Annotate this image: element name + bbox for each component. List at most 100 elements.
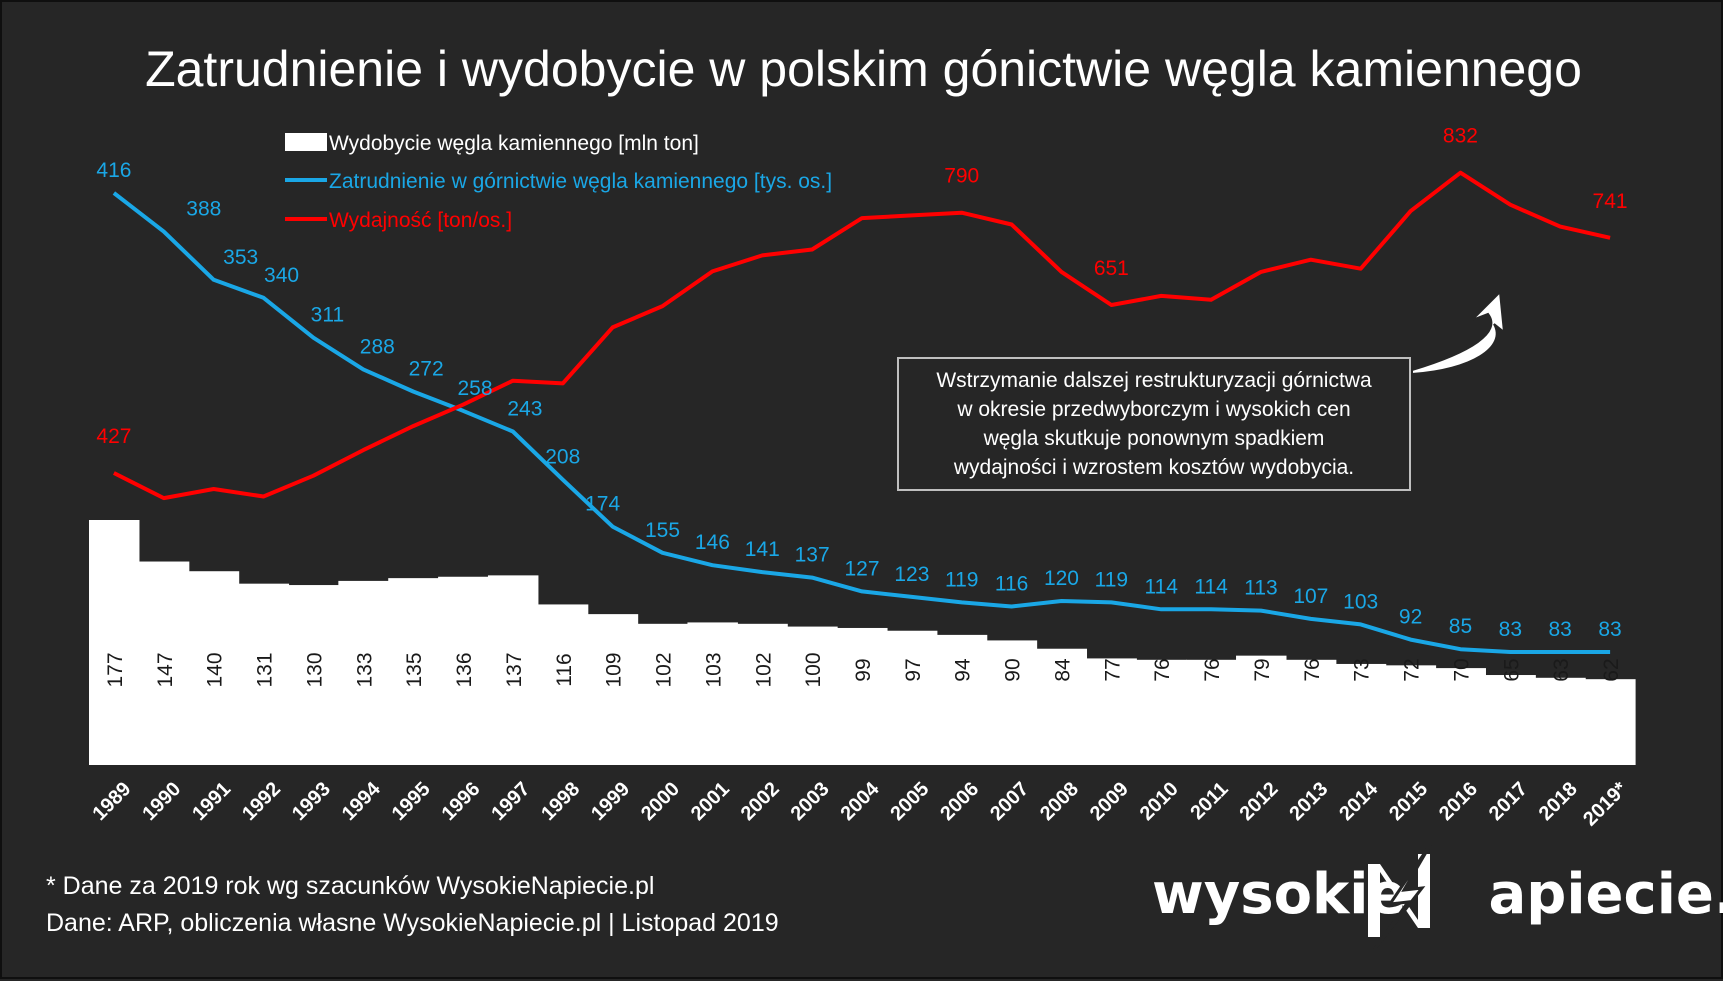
- line-value-label: 85: [1449, 615, 1472, 638]
- annotation-arrow-icon: [1411, 289, 1506, 376]
- bar-value-label: 65: [1500, 658, 1523, 681]
- bar-mark: [188, 571, 240, 765]
- line-value-label: 116: [995, 573, 1028, 596]
- line-value-label: 416: [96, 159, 131, 182]
- x-tick-label: 1992: [238, 778, 285, 825]
- bar-value-label: 137: [503, 652, 526, 687]
- bar-value-label: 72: [1401, 658, 1424, 681]
- bar-value-label: 100: [802, 652, 825, 687]
- logo-text-right: apiecie.pl: [1488, 862, 1723, 927]
- logo-text-left: wysokie: [1152, 862, 1407, 927]
- line-value-label: 83: [1499, 618, 1522, 641]
- line-value-label: 272: [409, 357, 444, 380]
- bar-value-label: 140: [204, 652, 227, 687]
- bar-value-label: 147: [154, 652, 177, 687]
- chart-title: Zatrudnienie i wydobycie w polskim gónic…: [145, 41, 1582, 97]
- legend-label: Zatrudnienie w górnictwie węgla kamienne…: [329, 170, 832, 193]
- x-tick-label: 1995: [388, 778, 435, 825]
- bar-value-label: 76: [1201, 658, 1224, 681]
- line-value-label: 832: [1443, 125, 1478, 148]
- bar-mark: [787, 626, 838, 765]
- x-tick-label: 2018: [1535, 778, 1582, 825]
- line-value-label: 83: [1549, 618, 1572, 641]
- line-value-label: 146: [695, 531, 730, 554]
- x-tick-label: 1994: [338, 777, 386, 825]
- x-tick-label: 1990: [138, 778, 185, 825]
- annotation-line: w okresie przedwyborczym i wysokich cen: [957, 398, 1351, 421]
- bar-mark: [438, 576, 489, 765]
- line-value-label: 120: [1044, 567, 1079, 590]
- x-tick-label: 2004: [837, 777, 885, 825]
- bar-mark: [1435, 668, 1486, 765]
- bar-value-label: 90: [1002, 658, 1025, 681]
- bar-mark: [338, 580, 389, 765]
- bar-mark: [837, 627, 888, 765]
- bar-mark: [1585, 679, 1636, 765]
- line-value-label: 427: [96, 425, 131, 448]
- line-value-label: 155: [645, 519, 680, 542]
- bar-value-label: 77: [1101, 658, 1124, 681]
- x-tick-label: 2016: [1435, 778, 1482, 825]
- bar-mark: [637, 623, 689, 765]
- line-value-label: 340: [264, 264, 299, 287]
- bar-mark: [1335, 663, 1387, 765]
- x-tick-label: 1989: [88, 778, 135, 825]
- bar-value-label: 136: [453, 652, 476, 687]
- x-tick-label: 2014: [1335, 777, 1383, 825]
- x-tick-label: 1993: [288, 778, 335, 825]
- bar-value-label: 135: [403, 652, 426, 687]
- line-value-label: 174: [585, 493, 620, 516]
- line-value-label: 311: [311, 304, 344, 327]
- bar-mark: [487, 575, 539, 765]
- bar-mark: [1086, 658, 1137, 765]
- x-tick-label: 2006: [936, 778, 983, 825]
- bar-value-label: 103: [702, 652, 725, 687]
- x-tick-label: 1991: [188, 778, 235, 825]
- x-tick-label: 2017: [1485, 778, 1532, 825]
- x-tick-label: 2012: [1235, 778, 1282, 825]
- x-tick-label: 2009: [1086, 778, 1133, 825]
- annotation-line: Wstrzymanie dalszej restrukturyzacji gór…: [936, 369, 1372, 392]
- bar-value-label: 109: [603, 652, 626, 687]
- bar-mark: [1236, 655, 1287, 765]
- bar-mark: [687, 622, 738, 765]
- bar-mark: [886, 630, 938, 765]
- x-tick-label: 2003: [787, 778, 834, 825]
- line-value-label: 208: [545, 446, 580, 469]
- bar-mark: [89, 520, 140, 765]
- line-value-label: 107: [1293, 585, 1328, 608]
- bar-value-label: 94: [952, 658, 975, 682]
- bar-value-label: 97: [902, 658, 925, 681]
- annotation-box: Wstrzymanie dalszej restrukturyzacji gór…: [897, 357, 1411, 491]
- annotation-line: wydajności i wzrostem kosztów wydobycia.: [953, 456, 1355, 479]
- x-tick-label: 1999: [587, 778, 634, 825]
- bar-mark: [288, 585, 339, 765]
- x-tick-label: 1997: [487, 778, 534, 825]
- line-value-label: 388: [186, 198, 221, 221]
- line-value-label: 137: [795, 544, 830, 567]
- x-tick-label: 2015: [1385, 778, 1432, 825]
- series-line-zatrudnienie: [112, 191, 1611, 654]
- x-tick-label: 2005: [886, 778, 933, 825]
- line-value-label: 119: [1095, 568, 1128, 591]
- lightning-n-icon: [1368, 842, 1434, 951]
- bar-value-label: 130: [303, 652, 326, 687]
- brand-logo: wysokie apiecie.pl: [1152, 842, 1723, 951]
- bar-mark: [388, 578, 439, 765]
- bar-mark: [537, 604, 589, 765]
- bar-mark: [1385, 665, 1437, 765]
- bar-value-label: 84: [1051, 658, 1074, 682]
- line-value-label: 83: [1598, 618, 1621, 641]
- x-tick-label: 2007: [986, 778, 1033, 825]
- bar-value-label: 62: [1600, 658, 1623, 681]
- line-value-label: 114: [1144, 575, 1178, 598]
- legend-label: Wydobycie węgla kamiennego [mln ton]: [329, 132, 699, 155]
- x-tick-label: 2000: [637, 778, 684, 825]
- bar-value-label: 177: [104, 652, 127, 687]
- series-line-wydajnosc: [113, 170, 1611, 501]
- bar-value-label: 133: [353, 652, 376, 687]
- bar-value-label: 116: [553, 653, 576, 686]
- bar-mark: [1285, 659, 1337, 765]
